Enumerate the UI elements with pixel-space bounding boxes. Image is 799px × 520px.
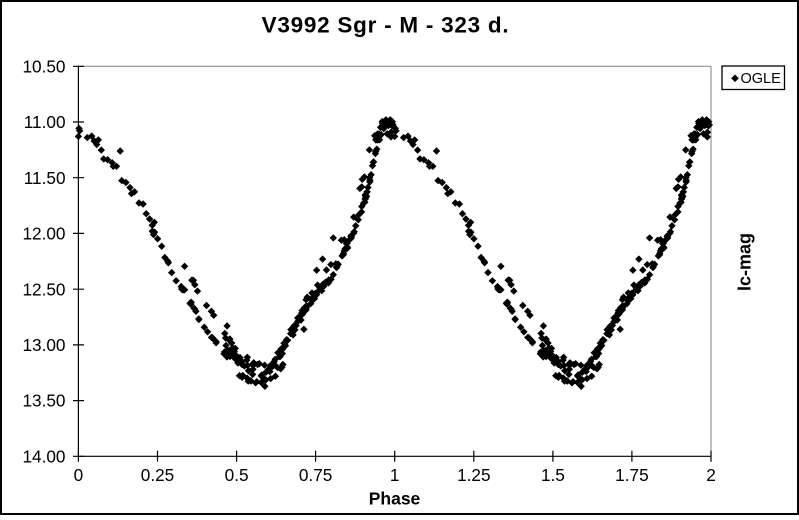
svg-text:OGLE: OGLE (741, 71, 782, 87)
svg-text:1.25: 1.25 (457, 465, 490, 485)
svg-text:1.75: 1.75 (615, 465, 648, 485)
svg-text:0.25: 0.25 (141, 465, 174, 485)
svg-text:11.00: 11.00 (24, 112, 66, 132)
svg-text:12.50: 12.50 (22, 279, 65, 299)
svg-text:13.50: 13.50 (22, 391, 65, 411)
svg-text:0.75: 0.75 (299, 465, 332, 485)
svg-text:10.50: 10.50 (22, 56, 65, 76)
svg-text:14.00: 14.00 (22, 446, 65, 466)
svg-text:0.5: 0.5 (225, 465, 249, 485)
svg-text:Ic-mag: Ic-mag (735, 233, 755, 291)
svg-text:1.5: 1.5 (541, 465, 565, 485)
svg-text:13.00: 13.00 (22, 335, 65, 355)
svg-text:V3992 Sgr - M - 323 d.: V3992 Sgr - M - 323 d. (262, 13, 510, 38)
svg-text:Phase: Phase (369, 489, 421, 509)
svg-text:12.00: 12.00 (22, 224, 65, 244)
svg-text:0: 0 (74, 465, 84, 485)
svg-text:1: 1 (390, 465, 400, 485)
svg-text:11.50: 11.50 (24, 168, 66, 188)
svg-text:2: 2 (706, 465, 716, 485)
